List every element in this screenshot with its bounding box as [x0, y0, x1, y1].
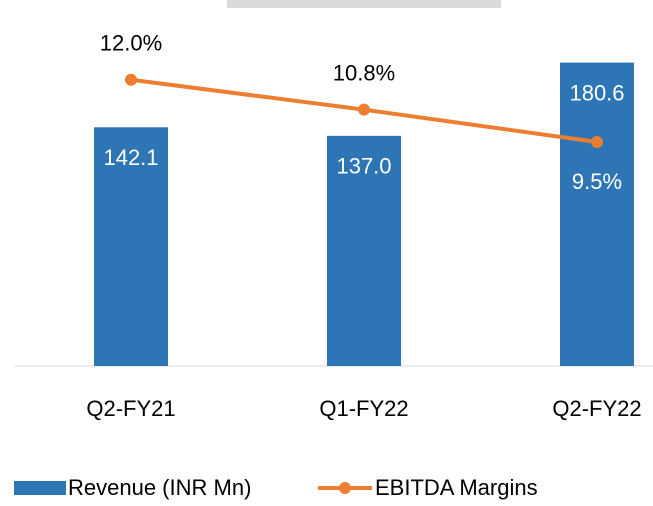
- legend-label: Revenue (INR Mn): [68, 475, 251, 500]
- x-tick-label: Q2-FY22: [552, 396, 641, 421]
- x-tick-label: Q2-FY21: [86, 396, 175, 421]
- bar: [327, 135, 401, 366]
- line-label: 9.5%: [572, 169, 622, 194]
- bar: [94, 127, 168, 366]
- line-label: 10.8%: [333, 60, 395, 85]
- legend-label: EBITDA Margins: [375, 475, 538, 500]
- legend-swatch-dot: [339, 482, 351, 494]
- line-point: [125, 73, 137, 86]
- bar: [560, 62, 634, 366]
- legend-swatch: [14, 481, 66, 495]
- line-point: [591, 136, 603, 148]
- line-label: 12.0%: [100, 31, 162, 56]
- bar-label: 180.6: [569, 80, 624, 105]
- line-point: [358, 103, 370, 116]
- bar-label: 142.1: [103, 145, 158, 170]
- x-tick-label: Q1-FY22: [319, 396, 408, 421]
- bar-label: 137.0: [336, 154, 391, 179]
- title-placeholder: [227, 0, 501, 8]
